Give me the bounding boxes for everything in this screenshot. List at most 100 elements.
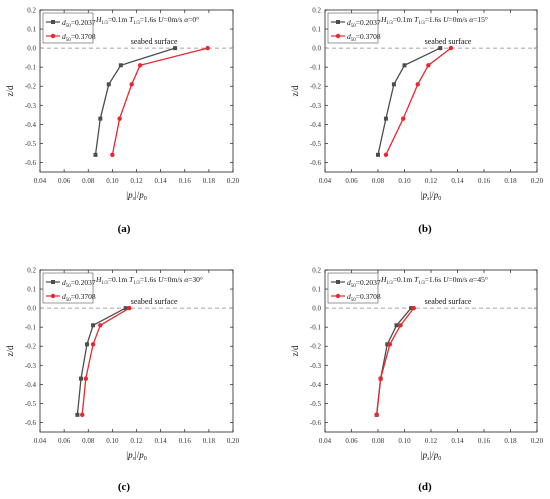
y-tick-label: -0.6 — [25, 159, 37, 167]
series-line-1 — [385, 47, 452, 156]
y-tick-label: -0.5 — [310, 400, 322, 408]
x-tick-label: 0.14 — [451, 437, 464, 445]
data-point-circle — [129, 82, 134, 87]
data-point-circle — [426, 63, 431, 68]
x-tick-label: 0.20 — [531, 177, 544, 185]
x-tick-label: 0.06 — [345, 437, 358, 445]
series-line-0 — [377, 47, 441, 155]
y-tick-label: 0.2 — [312, 267, 321, 275]
legend-marker-square — [336, 20, 340, 24]
x-tick-label: 0.14 — [451, 177, 464, 185]
data-point-square — [93, 152, 98, 157]
data-point-square — [118, 63, 123, 68]
data-point-square — [385, 342, 390, 347]
data-point-circle — [448, 45, 454, 51]
y-tick-label: 0.2 — [312, 7, 321, 15]
data-point-circle — [80, 412, 85, 418]
data-point-circle — [415, 82, 420, 87]
data-point-circle — [383, 152, 389, 158]
x-tick-label: 0.08 — [82, 177, 95, 185]
seabed-surface-label: seabed surface — [425, 37, 472, 46]
legend-entry: d50=0.3708 — [347, 292, 381, 303]
y-tick-label: -0.4 — [25, 381, 37, 389]
y-tick-label: 0.0 — [312, 305, 321, 313]
data-point-circle — [400, 116, 406, 121]
legend-entry: d50=0.3708 — [62, 32, 96, 43]
x-tick-label: 0.16 — [478, 437, 491, 445]
x-tick-label: 0.18 — [203, 437, 216, 445]
x-axis-label: |ps|/p0 — [126, 450, 146, 462]
x-tick-label: 0.10 — [106, 177, 119, 185]
data-point-square — [376, 152, 380, 157]
condition-text: H1/3=0.1m T1/3=1.6s U=0m/s α=45° — [380, 275, 488, 286]
y-tick-label: -0.4 — [310, 381, 322, 389]
y-tick-label: -0.5 — [25, 400, 37, 408]
data-point-square — [85, 342, 90, 347]
x-tick-label: 0.04 — [34, 177, 47, 185]
x-tick-label: 0.10 — [398, 177, 411, 185]
series-line-0 — [94, 47, 176, 155]
x-tick-label: 0.18 — [203, 177, 216, 185]
x-tick-label: 0.04 — [319, 437, 332, 445]
data-point-square — [173, 46, 178, 51]
x-tick-label: 0.06 — [58, 177, 71, 185]
x-tick-label: 0.06 — [345, 177, 358, 185]
y-tick-label: 0.2 — [27, 7, 36, 15]
y-axis-label: z/d — [290, 345, 300, 356]
legend-marker-square — [51, 280, 55, 284]
panel-tag: (d) — [418, 481, 432, 493]
data-point-circle — [374, 412, 379, 418]
x-tick-label: 0.12 — [425, 177, 438, 185]
x-tick-label: 0.12 — [130, 437, 143, 445]
legend-marker-circle — [335, 33, 341, 39]
data-point-square — [75, 412, 80, 417]
data-point-circle — [83, 376, 89, 381]
x-tick-label: 0.12 — [130, 177, 143, 185]
y-tick-label: -0.2 — [310, 83, 322, 91]
x-axis-label: |ps|/p0 — [421, 190, 441, 202]
data-point-circle — [137, 63, 143, 68]
y-tick-label: 0.0 — [27, 45, 36, 53]
y-tick-label: 0.1 — [312, 286, 321, 294]
data-point-square — [402, 63, 407, 68]
y-tick-label: -0.3 — [310, 362, 322, 370]
x-tick-label: 0.14 — [155, 177, 168, 185]
chart-panel-3: 0.04 0.06 0.08 0.10 0.12 0.14 0.16 0.18 0.20 0.2 0… — [290, 267, 544, 494]
condition-text: H1/3=0.1m T1/3=1.6s U=0m/s α=0° — [95, 15, 199, 26]
x-tick-label: 0.10 — [398, 437, 411, 445]
x-axis-label: |ps|/p0 — [126, 190, 146, 202]
y-tick-label: -0.4 — [25, 121, 37, 129]
series-line-0 — [376, 307, 412, 415]
legend-marker-circle — [50, 293, 56, 299]
x-tick-label: 0.06 — [58, 437, 71, 445]
y-tick-label: -0.5 — [310, 140, 322, 148]
x-tick-label: 0.20 — [227, 437, 240, 445]
legend-box — [327, 272, 379, 304]
x-axis-label: |ps|/p0 — [421, 450, 441, 462]
y-tick-label: 0.1 — [27, 26, 36, 34]
seabed-surface-label: seabed surface — [425, 297, 472, 306]
y-tick-label: -0.2 — [25, 83, 37, 91]
condition-text: H1/3=0.1m T1/3=1.6s U=0m/s α=15° — [380, 15, 488, 26]
x-tick-label: 0.18 — [504, 437, 517, 445]
data-point-circle — [378, 376, 383, 381]
x-tick-label: 0.20 — [531, 437, 544, 445]
y-tick-label: -0.3 — [25, 362, 37, 370]
data-point-square — [391, 82, 396, 87]
legend-marker-circle — [335, 293, 341, 299]
y-tick-label: -0.5 — [25, 140, 37, 148]
legend-marker-square — [51, 20, 55, 24]
data-point-square — [409, 306, 414, 311]
condition-text: H1/3=0.1m T1/3=1.6s U=0m/s α=30° — [95, 275, 203, 286]
panel-tag: (b) — [418, 223, 432, 235]
data-point-circle — [110, 152, 115, 158]
x-tick-label: 0.10 — [106, 437, 119, 445]
y-tick-label: 0.0 — [312, 45, 321, 53]
chart-panel-0: 0.04 0.06 0.08 0.10 0.12 0.14 0.16 0.18 0.20 0.2 0… — [5, 7, 240, 236]
data-point-circle — [90, 342, 96, 347]
x-tick-label: 0.08 — [372, 177, 385, 185]
legend-entry: d50=0.2037 — [347, 18, 381, 29]
panel-tag: (a) — [118, 223, 131, 235]
y-tick-label: 0.1 — [27, 286, 36, 294]
x-tick-label: 0.16 — [478, 177, 491, 185]
